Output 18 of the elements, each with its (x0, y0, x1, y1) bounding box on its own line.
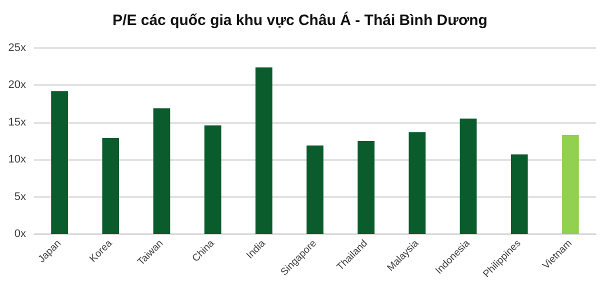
y-tick-label: 5x (14, 190, 26, 203)
y-tick-label: 20x (8, 79, 26, 92)
bar (306, 145, 324, 234)
bar (102, 138, 120, 234)
bar (153, 108, 170, 234)
bar (408, 132, 426, 234)
y-tick-label: 10x (8, 154, 26, 166)
y-tick-label: 25x (8, 42, 26, 54)
bar (204, 125, 222, 234)
bar (510, 154, 528, 234)
bar (255, 67, 272, 234)
bar (358, 141, 375, 234)
y-tick-label: 0x (14, 228, 26, 240)
bar (562, 135, 579, 234)
y-tick-label: 15x (8, 116, 26, 128)
chart-title: P/E các quốc gia khu vực Châu Á - Thái Bình Dương (112, 11, 488, 29)
bar (51, 91, 68, 234)
bar (460, 118, 477, 234)
